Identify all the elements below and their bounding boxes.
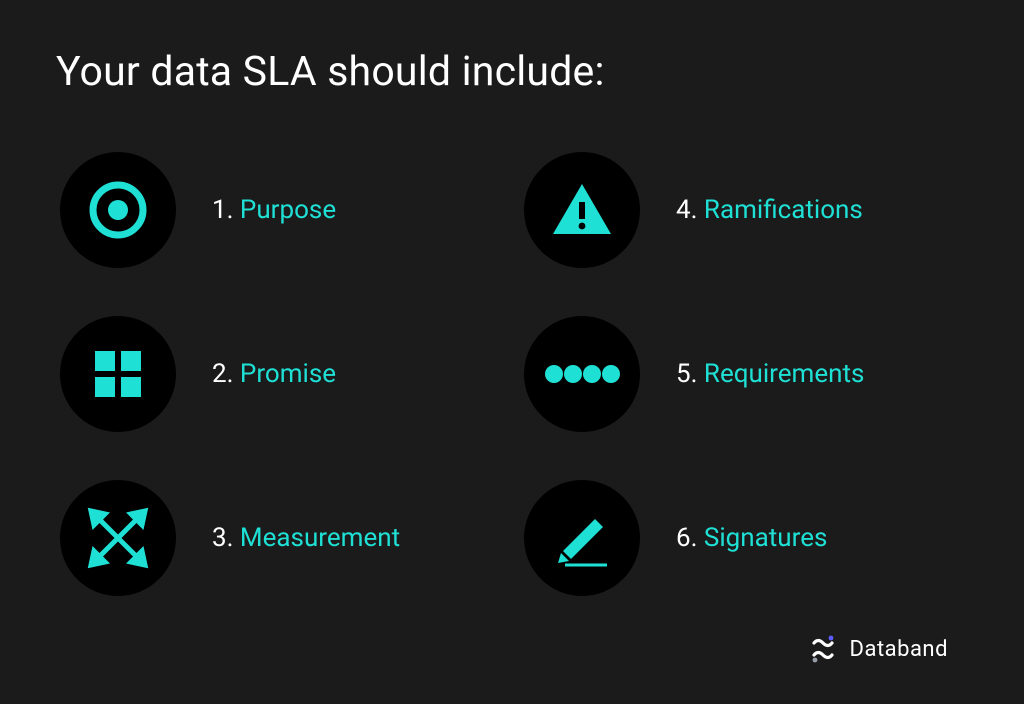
list-item: 6. Signatures <box>524 480 968 596</box>
databand-logo-icon <box>808 634 838 664</box>
item-number: 4. <box>676 195 697 225</box>
item-number: 3. <box>212 523 233 553</box>
icon-circle <box>524 316 640 432</box>
item-label: Measurement <box>240 523 400 553</box>
item-label: Promise <box>240 359 336 389</box>
list-item: 5. Requirements <box>524 316 968 432</box>
item-label: Signatures <box>704 523 827 553</box>
item-number: 5. <box>676 359 697 389</box>
item-label: Ramifications <box>704 195 863 225</box>
target-icon <box>89 181 147 239</box>
pencil-sign-icon <box>551 507 613 569</box>
item-text: 2. Promise <box>212 359 336 389</box>
items-grid: 1. Purpose 4. Ramifications <box>56 152 968 596</box>
item-number: 2. <box>212 359 233 389</box>
list-item: 4. Ramifications <box>524 152 968 268</box>
brand-name: Databand <box>850 637 948 662</box>
page-title: Your data SLA should include: <box>56 48 968 96</box>
icon-circle <box>524 152 640 268</box>
item-label: Requirements <box>704 359 864 389</box>
item-text: 4. Ramifications <box>676 195 863 225</box>
item-number: 6. <box>676 523 697 553</box>
list-item: 3. Measurement <box>60 480 504 596</box>
crossed-arrows-icon <box>85 505 151 571</box>
infographic-container: Your data SLA should include: 1. Purpose <box>0 0 1024 596</box>
item-text: 6. Signatures <box>676 523 827 553</box>
icon-circle <box>524 480 640 596</box>
warning-triangle-icon <box>551 182 613 238</box>
dots-row-icon <box>544 364 620 384</box>
item-text: 1. Purpose <box>212 195 336 225</box>
item-label: Purpose <box>240 195 336 225</box>
item-text: 5. Requirements <box>676 359 864 389</box>
brand: Databand <box>808 634 948 664</box>
grid-squares-icon <box>93 349 143 399</box>
icon-circle <box>60 316 176 432</box>
icon-circle <box>60 480 176 596</box>
list-item: 2. Promise <box>60 316 504 432</box>
list-item: 1. Purpose <box>60 152 504 268</box>
item-text: 3. Measurement <box>212 523 400 553</box>
item-number: 1. <box>212 195 233 225</box>
icon-circle <box>60 152 176 268</box>
